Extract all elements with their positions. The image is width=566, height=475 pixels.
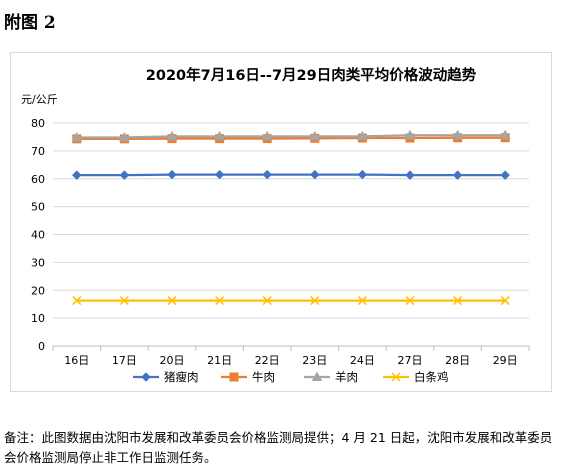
data-point [357,130,368,141]
y-axis-ticks: 0 10 20 30 40 50 60 70 80 [31,117,45,353]
x-tick-label: 23日 [302,354,327,367]
x-tick-label: 28日 [445,354,470,367]
y-tick-label: 80 [31,117,45,130]
data-point [452,170,463,180]
data-point [310,169,320,180]
x-axis-ticks: 16日 17日 20日 21日 22日 23日 24日 27日 28日 29日 [52,346,530,367]
series-0 [72,169,510,180]
y-tick-label: 60 [31,173,45,186]
legend-item-2: 羊肉 [304,370,358,384]
chart-frame: 2020年7月16日--7月29日肉类平均价格波动趋势 元/公斤 0 10 20 30… [10,52,552,392]
legend-item-1: 牛肉 [221,370,275,384]
grid-lines [53,122,529,347]
data-point [72,296,82,306]
legend-item-0: 猪瘦肉 [133,370,199,384]
data-point [452,129,463,140]
x-tick-label: 17日 [112,354,137,367]
x-tick-label: 16日 [64,354,89,367]
data-point [500,170,510,180]
y-tick-label: 40 [31,229,45,242]
data-point [261,130,273,141]
chart-title: 2020年7月16日--7月29日肉类平均价格波动趋势 [146,66,477,84]
data-point [499,129,511,140]
data-point [214,169,225,180]
footnote: 备注：此图数据由沈阳市发展和改革委员会价格监测局提供；4 月 21 日起，沈阳市… [4,430,553,465]
page-heading: 附图 2 [4,13,56,33]
data-point [404,129,416,140]
legend-swatch-marker [391,372,401,382]
y-tick-label: 50 [31,201,45,214]
x-tick-label: 24日 [350,354,375,367]
x-tick-label: 21日 [207,354,232,367]
legend-label: 羊肉 [335,370,358,384]
data-point [309,130,321,141]
data-point [453,296,463,306]
legend-swatch-marker [229,372,239,382]
y-tick-label: 0 [38,340,45,353]
data-point [119,296,129,306]
series-line [76,136,506,141]
data-point [357,169,368,180]
y-tick-label: 10 [31,312,45,325]
data-point [214,130,225,141]
data-point [310,296,320,306]
x-tick-label: 22日 [255,354,280,367]
data-point [215,296,225,306]
data-point [167,296,177,306]
data-point [500,296,510,306]
data-point [262,296,272,306]
data-point [405,296,415,306]
legend-swatch-marker [141,372,151,382]
series-line [76,134,506,139]
series-group [71,129,511,306]
legend-swatch-marker [311,371,323,381]
line-chart: 2020年7月16日--7月29日肉类平均价格波动趋势 元/公斤 0 10 20 30… [21,66,530,384]
series-line [76,173,506,177]
data-point [119,131,130,142]
y-axis-unit-label: 元/公斤 [21,93,58,106]
data-point [167,169,177,180]
data-point [357,296,367,306]
legend-label: 猪瘦肉 [164,370,199,384]
series-3 [72,296,510,306]
y-tick-label: 30 [31,256,45,269]
x-tick-label: 29日 [493,354,518,367]
y-tick-label: 70 [31,145,45,158]
x-tick-label: 27日 [398,354,423,367]
data-point [405,170,415,180]
legend-label: 牛肉 [252,370,275,384]
data-point [166,130,178,141]
data-point [119,170,130,180]
x-tick-label: 20日 [160,354,185,367]
series-2 [71,129,511,142]
data-point [71,131,83,142]
y-tick-label: 20 [31,284,45,297]
legend-item-3: 白条鸡 [383,370,449,384]
legend: 猪瘦肉 牛肉 羊肉 白条鸡 [133,370,449,384]
legend-label: 白条鸡 [414,370,449,384]
data-point [262,169,272,180]
data-point [72,170,82,180]
